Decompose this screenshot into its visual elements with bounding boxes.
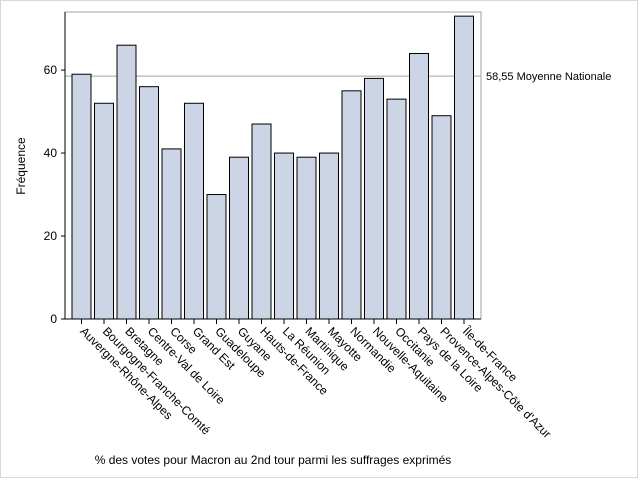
y-tick-label: 0 <box>50 312 57 326</box>
bar <box>409 52 429 320</box>
y-tick-label: 40 <box>44 146 58 160</box>
bar <box>251 123 272 320</box>
bar <box>364 77 384 320</box>
bar <box>296 156 317 320</box>
bar <box>431 115 452 320</box>
bar <box>161 148 182 320</box>
bar <box>229 156 249 320</box>
x-tick-label: Provence-Alpes-Côte d'Azur <box>437 324 554 441</box>
bar <box>319 152 339 320</box>
bar <box>341 90 362 320</box>
x-axis-label: % des votes pour Macron au 2nd tour parm… <box>95 453 452 467</box>
bar <box>139 86 159 320</box>
bar <box>454 15 474 320</box>
bar <box>71 73 92 320</box>
reference-line-label: 58,55 Moyenne Nationale <box>486 71 611 83</box>
bar <box>206 194 227 320</box>
axis-layer <box>61 12 481 324</box>
bar <box>94 102 114 320</box>
bar <box>184 102 204 320</box>
bar <box>386 98 407 320</box>
y-tick-label: 60 <box>44 63 58 77</box>
y-axis-label: Fréquence <box>14 137 28 195</box>
bars-layer <box>71 15 474 320</box>
bar <box>116 44 137 320</box>
bar <box>274 152 294 320</box>
y-tick-label: 20 <box>44 229 58 243</box>
